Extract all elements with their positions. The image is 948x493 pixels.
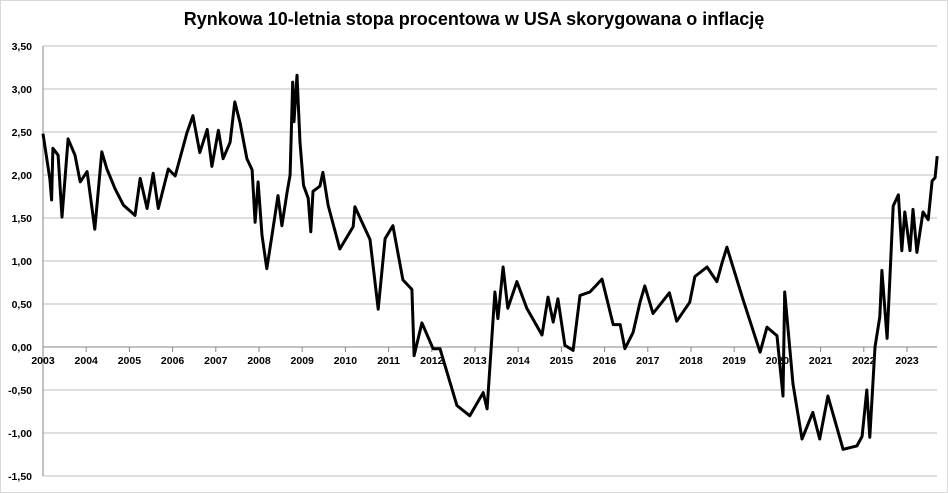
- x-tick-label: 2023: [895, 355, 919, 367]
- x-tick-label: 2005: [118, 355, 142, 367]
- x-tick-label: 2014: [507, 355, 531, 367]
- series-line: [41, 73, 939, 451]
- x-tick-label: 2015: [550, 355, 574, 367]
- x-tick-label: 2017: [636, 355, 660, 367]
- x-tick-label: 2018: [679, 355, 703, 367]
- y-tick-label: 3,50: [12, 41, 33, 53]
- x-tick-label: 2011: [377, 355, 400, 367]
- x-tick-label: 2006: [161, 355, 185, 367]
- x-tick-label: 2008: [247, 355, 271, 367]
- x-tick-label: 2021: [809, 355, 833, 367]
- x-tick-label: 2010: [334, 355, 358, 367]
- y-tick-label: 2,50: [12, 127, 33, 139]
- x-tick-label: 2013: [463, 355, 487, 367]
- y-tick-label: -1,50: [8, 471, 32, 483]
- y-tick-label: 1,00: [12, 256, 33, 268]
- x-tick-label: 2007: [204, 355, 228, 367]
- y-tick-label: 0,50: [12, 299, 33, 311]
- x-tick-label: 2016: [593, 355, 617, 367]
- y-tick-label: 3,00: [12, 84, 33, 96]
- x-tick-label: 2020: [766, 355, 790, 367]
- chart-title: Rynkowa 10-letnia stopa procentowa w USA…: [183, 9, 765, 29]
- x-tick-label: 2009: [291, 355, 315, 367]
- x-tick-label: 2003: [31, 355, 55, 367]
- y-tick-label: -1,00: [8, 428, 32, 440]
- y-tick-label: 1,50: [12, 213, 33, 225]
- x-tick-label: 2004: [75, 355, 99, 367]
- y-tick-label: 2,00: [12, 170, 33, 182]
- x-tick-label: 2019: [723, 355, 747, 367]
- y-tick-label: 0,00: [12, 342, 33, 354]
- x-tick-label: 2012: [420, 355, 444, 367]
- y-tick-label: -0,50: [8, 385, 32, 397]
- x-tick-label: 2022: [852, 355, 876, 367]
